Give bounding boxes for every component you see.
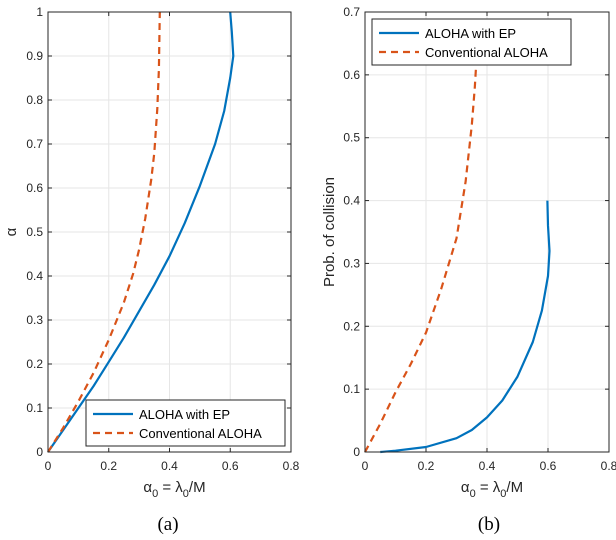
x-tick-label: 0.2 — [418, 459, 435, 473]
y-tick-label: 0.1 — [26, 401, 43, 415]
legend-box — [85, 399, 286, 447]
series-line-conventional-aloha — [47, 11, 161, 453]
x-axis-label: α0 = λ0/M — [461, 479, 523, 500]
legend-box — [371, 18, 572, 66]
legend-label: ALOHA with EP — [425, 26, 516, 41]
x-axis-label-part: = λ — [158, 479, 183, 496]
series-line-conventional-aloha — [364, 62, 478, 453]
y-tick-label: 0.6 — [26, 181, 43, 195]
y-tick-label: 0.6 — [343, 68, 360, 82]
x-axis-label-part: α — [143, 479, 152, 496]
x-tick-label: 0.2 — [100, 459, 117, 473]
x-axis-label-part: /M — [189, 479, 206, 496]
y-tick-label: 0.9 — [26, 49, 43, 63]
panel-b: 0 0.2 0.4 0.6 0.800.10.20.30.40.50.60.7α0 = … — [321, 5, 616, 535]
x-tick-label: 0.4 — [479, 459, 496, 473]
y-tick-label: 0 — [36, 445, 43, 459]
legend: ALOHA with EP Conventional ALOHA — [371, 18, 572, 66]
x-axis-label-part: α — [461, 479, 470, 496]
x-tick-label: 0.6 — [222, 459, 239, 473]
y-axis-label: Prob. of collision — [321, 177, 338, 287]
series-line-aloha-ep — [380, 200, 551, 454]
axes-box — [47, 11, 292, 453]
legend-label: ALOHA with EP — [139, 407, 230, 422]
x-axis-label-part: 0 — [152, 488, 158, 500]
y-tick-label: 0.4 — [26, 269, 43, 283]
y-axis-label: α — [3, 227, 20, 236]
y-tick-label: 0.5 — [343, 131, 360, 145]
x-tick-label: 0 — [362, 459, 369, 473]
axes-box — [364, 11, 610, 453]
x-tick-label: 0.8 — [283, 459, 300, 473]
series-line-aloha-ep — [47, 11, 235, 453]
y-tick-label: 0 — [353, 445, 360, 459]
x-tick-label: 0.4 — [161, 459, 178, 473]
legend-label: Conventional ALOHA — [139, 426, 262, 441]
x-axis-label-part: 0 — [500, 488, 506, 500]
x-tick-label: 0.8 — [601, 459, 616, 473]
panel-a: 0 0.2 0.4 0.6 0.8 0 0.1 0.2 0.3 0.4 0.5 0.6 0.7 0.8 0.… — [3, 5, 300, 535]
y-tick-label: 0.7 — [343, 5, 360, 19]
y-tick-label: 1 — [36, 5, 43, 19]
y-tick-label: 0.7 — [26, 137, 43, 151]
y-tick-label: 0.2 — [26, 357, 43, 371]
y-tick-label: 0.3 — [343, 256, 360, 270]
y-tick-label: 0.1 — [343, 382, 360, 396]
panel-label: (a) — [157, 514, 178, 535]
x-axis-label-part: 0 — [183, 488, 189, 500]
y-tick-label: 0.3 — [26, 313, 43, 327]
y-tick-label: 0.8 — [26, 93, 43, 107]
x-tick-label: 0.6 — [540, 459, 557, 473]
panel-label: (b) — [478, 514, 500, 535]
legend-label: Conventional ALOHA — [425, 45, 548, 60]
legend: ALOHA with EP Conventional ALOHA — [85, 399, 286, 447]
x-tick-label: 0 — [45, 459, 52, 473]
y-tick-label: 0.5 — [26, 225, 43, 239]
x-axis-label-part: = λ — [476, 479, 501, 496]
y-tick-label: 0.2 — [343, 319, 360, 333]
x-axis-label-part: 0 — [470, 488, 476, 500]
y-tick-label: 0.4 — [343, 194, 360, 208]
x-axis-label: α0 = λ0/M — [143, 479, 205, 500]
x-axis-label-part: /M — [506, 479, 523, 496]
